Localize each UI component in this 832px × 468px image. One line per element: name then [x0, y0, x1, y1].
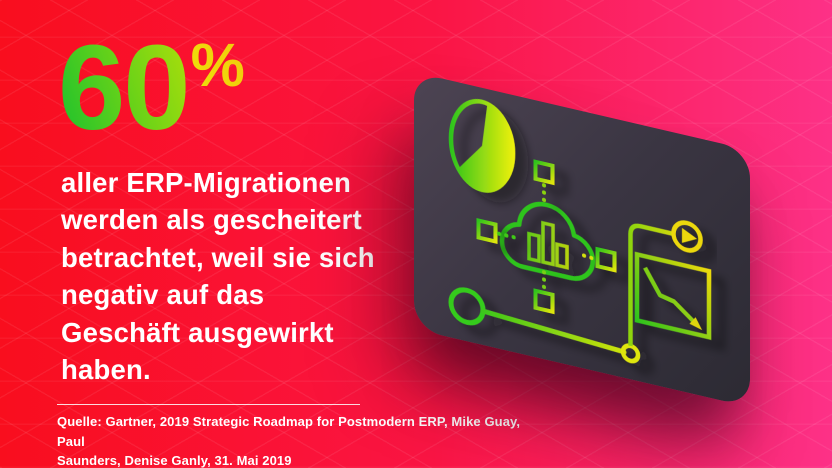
stat-value: 60: [58, 19, 191, 155]
source-text: Quelle: Gartner, 2019 Strategic Roadmap …: [57, 414, 521, 468]
stat-figure: 60%: [58, 27, 245, 148]
source-block: Quelle: Gartner, 2019 Strategic Roadmap …: [57, 404, 527, 468]
cloud-analytics-icon: [499, 201, 596, 281]
dotted-connector: [497, 231, 516, 240]
pie-chart-icon: [448, 98, 516, 193]
dotted-connector: [582, 253, 597, 262]
declining-line-chart-icon: [634, 251, 712, 340]
source-divider: [57, 404, 360, 405]
bar-icon: [541, 220, 555, 267]
percent-sign: %: [190, 31, 245, 99]
illustration-card: [414, 72, 750, 408]
headline-text: aller ERP-Migrationen werden als geschei…: [61, 167, 375, 386]
bar-icon: [555, 242, 569, 270]
network-node-squares: [476, 159, 617, 315]
flow-line-with-loop: [448, 223, 672, 364]
flow-start-circle: [448, 287, 486, 326]
illustration-graphics: [448, 98, 712, 364]
loop-icon: [620, 343, 641, 364]
bar-icon: [527, 231, 541, 264]
play-arrow-icon: [671, 220, 703, 253]
